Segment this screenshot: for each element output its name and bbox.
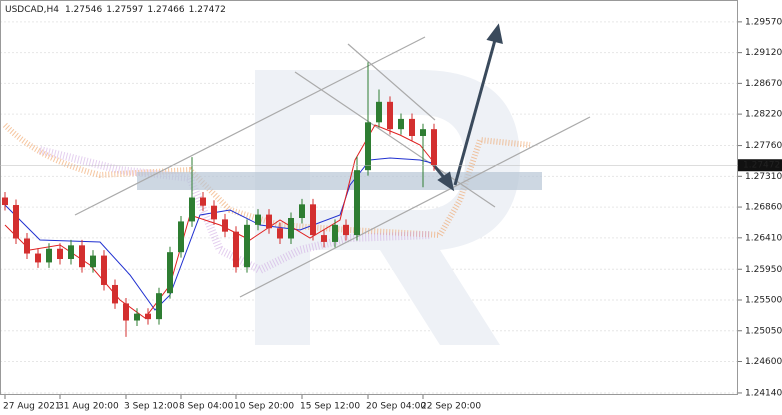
watermark <box>255 70 520 345</box>
candle-body <box>365 122 371 171</box>
candle-body <box>376 101 382 123</box>
x-tick-label: 10 Sep 20:00 <box>234 402 294 412</box>
candle-body <box>156 293 162 320</box>
candle-body <box>112 284 118 304</box>
header-value: 1.27546 <box>65 5 102 15</box>
candle-body <box>431 129 437 166</box>
y-tick-label: 1.28670 <box>745 79 782 89</box>
candle-body <box>420 129 426 136</box>
candle-body <box>343 224 349 236</box>
candle-body <box>189 197 195 222</box>
candle-body <box>332 224 338 242</box>
candle-body <box>255 214 261 225</box>
x-tick-label: 27 Aug 2021 <box>3 402 61 412</box>
y-tick-label: 1.27310 <box>745 172 782 182</box>
candle-body <box>13 205 19 239</box>
candle-body <box>321 235 327 242</box>
candle-body <box>145 313 151 320</box>
header: USDCAD,H4 1.27546 1.27597 1.27466 1.27472 <box>5 5 226 15</box>
candle-body <box>167 252 173 294</box>
candle-body <box>24 238 30 254</box>
y-tick-label: 1.25950 <box>745 265 782 275</box>
candle-body <box>46 248 52 263</box>
symbol: USDCAD,H4 <box>5 5 59 15</box>
candle-body <box>266 214 272 229</box>
y-tick-label: 1.27760 <box>745 141 782 151</box>
x-tick-label: 20 Sep 04:00 <box>366 402 426 412</box>
candle-body <box>123 303 129 321</box>
candle-body <box>310 204 316 236</box>
candle-body <box>222 219 228 232</box>
x-tick-label: 8 Sep 04:00 <box>179 402 234 412</box>
y-tick-label: 1.24600 <box>745 357 782 367</box>
y-tick-label: 1.24140 <box>745 388 782 398</box>
plot-border <box>0 0 738 395</box>
candle-body <box>233 231 239 268</box>
candle-body <box>200 197 206 206</box>
candle-body <box>244 224 250 268</box>
y-tick-label: 1.25500 <box>745 296 782 306</box>
channel <box>74 36 591 298</box>
y-tick-label: 1.29570 <box>745 17 782 27</box>
candle-body <box>288 218 294 239</box>
candle-body <box>79 245 85 268</box>
candle-body <box>277 228 283 239</box>
candle-body <box>2 197 8 206</box>
x-tick-label: 3 Sep 12:00 <box>124 402 179 412</box>
header-value: 1.27466 <box>147 5 184 15</box>
price-tag <box>738 159 782 172</box>
y-tick-label: 1.28220 <box>745 110 782 120</box>
candle-body <box>211 205 217 220</box>
candle-body <box>68 245 74 260</box>
candle-body <box>101 255 107 285</box>
candle-body <box>299 204 305 219</box>
price-label: 1.27472 <box>743 161 780 171</box>
candle-body <box>35 253 41 263</box>
x-tick-label: 22 Sep 20:00 <box>421 402 481 412</box>
x-tick-label: 31 Aug 20:00 <box>58 402 119 412</box>
candle-body <box>178 221 184 253</box>
candle-body <box>57 248 63 260</box>
candle-body <box>90 255 96 268</box>
zone <box>137 172 542 190</box>
y-tick-label: 1.29120 <box>745 48 782 58</box>
candle-body <box>354 170 360 236</box>
candle-body <box>398 118 404 130</box>
y-tick-label: 1.26860 <box>745 203 782 213</box>
x-tick-label: 15 Sep 12:00 <box>300 402 360 412</box>
header-value: 1.27472 <box>189 5 226 15</box>
candle-body <box>387 101 393 130</box>
candle-body <box>134 313 140 321</box>
y-tick-label: 1.25050 <box>745 326 782 336</box>
candle-body <box>409 118 415 136</box>
y-tick-label: 1.26410 <box>745 233 782 243</box>
header-value: 1.27597 <box>106 5 143 15</box>
